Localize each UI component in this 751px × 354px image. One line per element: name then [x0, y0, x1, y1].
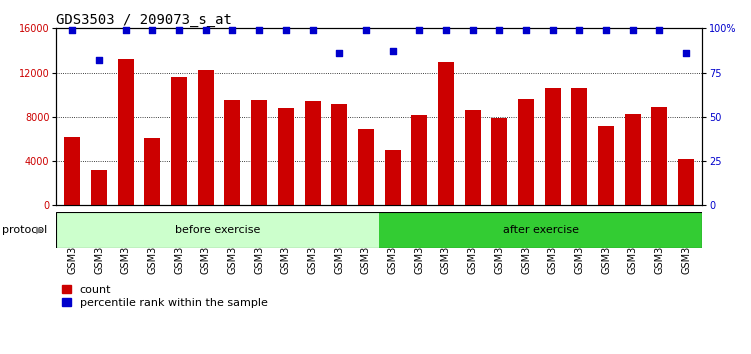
- Point: [547, 27, 559, 33]
- Bar: [385, 150, 400, 205]
- Point: [680, 50, 692, 56]
- Bar: [518, 99, 534, 205]
- Point: [387, 48, 399, 54]
- FancyBboxPatch shape: [379, 212, 702, 248]
- Point: [333, 50, 345, 56]
- Point: [440, 27, 452, 33]
- Bar: [465, 110, 481, 205]
- Point: [173, 27, 185, 33]
- Text: before exercise: before exercise: [175, 225, 261, 235]
- Bar: [171, 77, 187, 205]
- Point: [66, 27, 78, 33]
- Bar: [144, 138, 161, 205]
- Point: [520, 27, 532, 33]
- Bar: [412, 115, 427, 205]
- Bar: [225, 100, 240, 205]
- Point: [200, 27, 212, 33]
- Bar: [198, 70, 214, 205]
- Bar: [491, 118, 508, 205]
- Bar: [304, 101, 321, 205]
- Point: [493, 27, 505, 33]
- Point: [253, 27, 265, 33]
- Point: [119, 27, 131, 33]
- Bar: [251, 100, 267, 205]
- FancyBboxPatch shape: [56, 212, 379, 248]
- Point: [466, 27, 478, 33]
- Text: after exercise: after exercise: [502, 225, 579, 235]
- Point: [413, 27, 425, 33]
- Bar: [651, 107, 668, 205]
- Point: [146, 27, 158, 33]
- Point: [93, 57, 105, 63]
- Point: [627, 27, 639, 33]
- Text: protocol: protocol: [2, 225, 47, 235]
- Point: [280, 27, 292, 33]
- Bar: [572, 88, 587, 205]
- Legend: count, percentile rank within the sample: count, percentile rank within the sample: [62, 285, 267, 308]
- Point: [600, 27, 612, 33]
- Bar: [278, 108, 294, 205]
- Bar: [331, 104, 347, 205]
- Text: ▶: ▶: [36, 225, 44, 235]
- Bar: [65, 137, 80, 205]
- Bar: [544, 88, 561, 205]
- Bar: [438, 62, 454, 205]
- Bar: [358, 129, 374, 205]
- Bar: [598, 126, 614, 205]
- Bar: [91, 170, 107, 205]
- Point: [574, 27, 586, 33]
- Point: [360, 27, 372, 33]
- Point: [227, 27, 239, 33]
- Bar: [625, 114, 641, 205]
- Text: GDS3503 / 209073_s_at: GDS3503 / 209073_s_at: [56, 13, 232, 27]
- Bar: [118, 59, 134, 205]
- Point: [306, 27, 318, 33]
- Point: [653, 27, 665, 33]
- Bar: [678, 159, 694, 205]
